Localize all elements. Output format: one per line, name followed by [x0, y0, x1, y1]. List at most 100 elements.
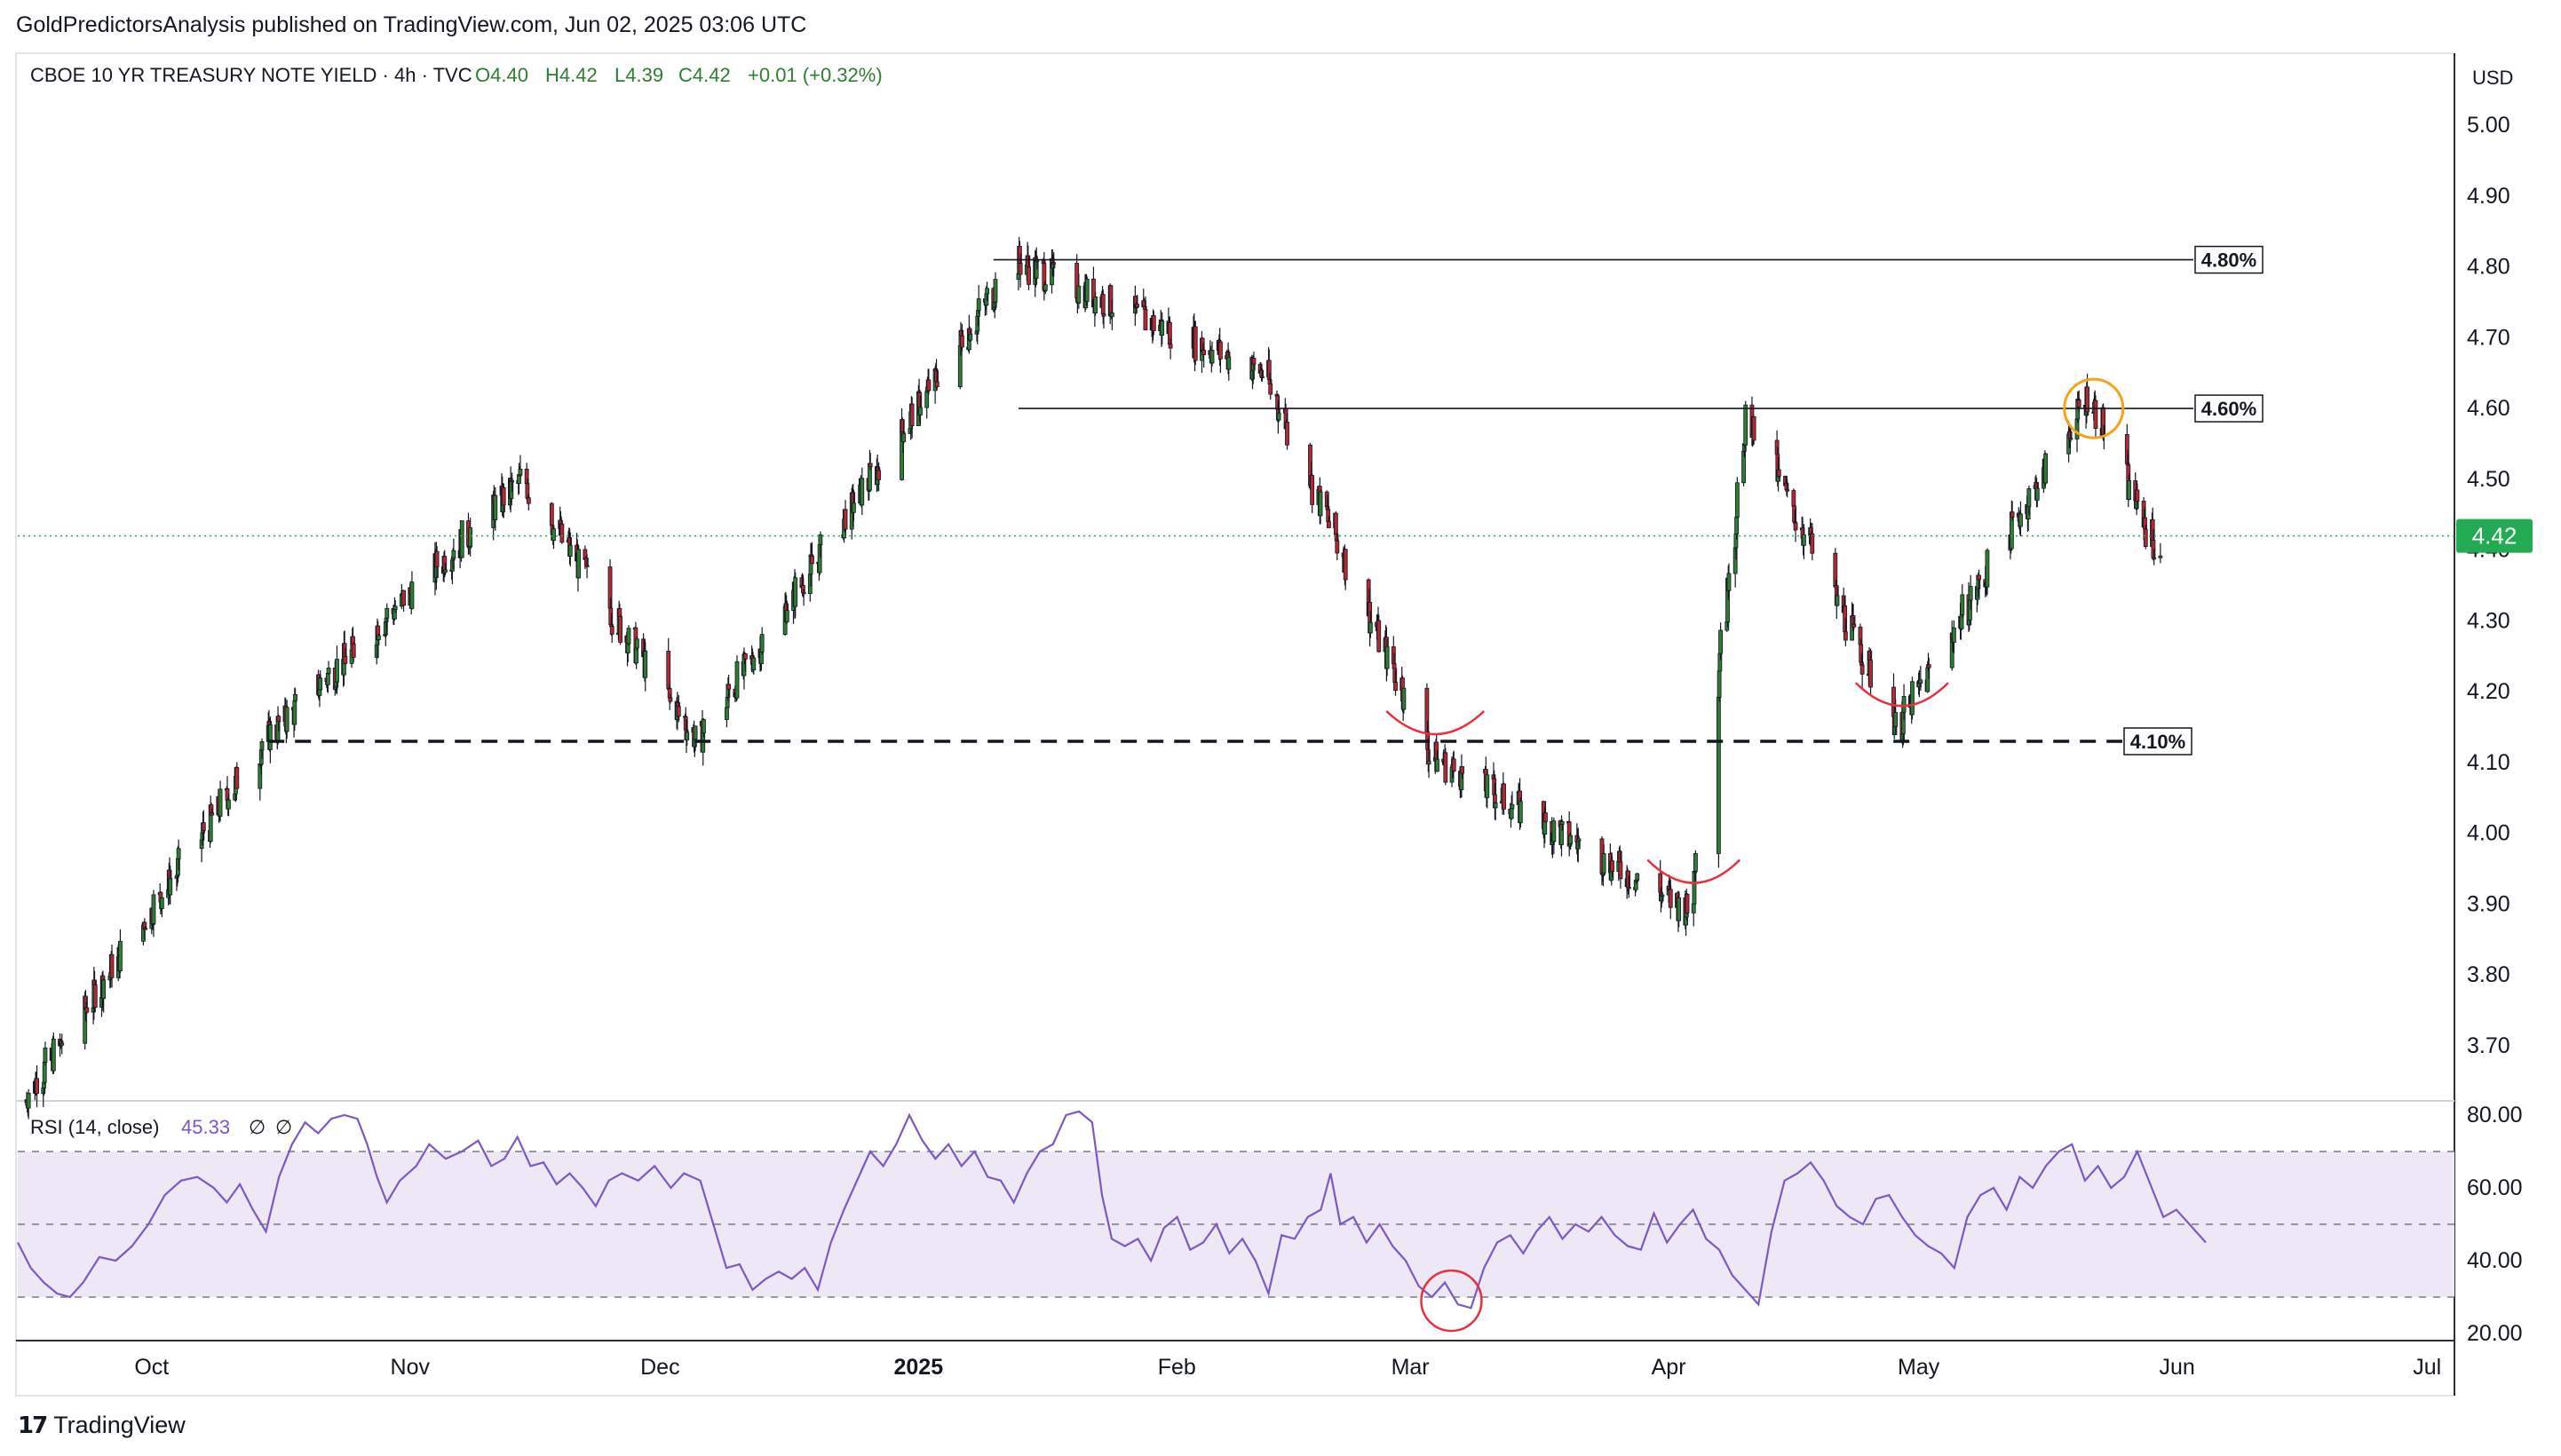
candle-down: [1926, 664, 1931, 669]
candle-up: [2034, 487, 2040, 501]
candle-down: [234, 767, 240, 789]
bottom-arc: [1646, 859, 1741, 884]
candle-down: [2010, 511, 2015, 518]
candle-up: [335, 659, 339, 683]
candle-down: [1376, 620, 1382, 653]
candle-down: [401, 590, 406, 606]
candle-up: [151, 894, 156, 924]
rsi-pane[interactable]: [17, 1110, 2454, 1333]
candle-up: [976, 310, 980, 317]
candle-down: [351, 644, 356, 658]
candle-up: [985, 288, 989, 295]
candle-up: [1677, 897, 1682, 922]
candle-down: [1143, 309, 1148, 331]
candle-down: [876, 466, 881, 471]
candle-down: [1443, 752, 1448, 783]
candle-down: [1018, 263, 1023, 275]
candle-up: [2026, 506, 2031, 519]
candle-up: [1567, 843, 1573, 847]
candle-down: [1100, 294, 1106, 315]
candle-up: [1718, 629, 1723, 654]
candle-up: [1900, 711, 1906, 734]
candle-up: [468, 527, 473, 548]
candle-down: [1218, 341, 1223, 360]
candle-up: [725, 697, 730, 708]
candle-up: [1559, 824, 1564, 845]
rsi-tick-label: 60.00: [2467, 1175, 2523, 1200]
candle-up: [818, 534, 823, 546]
candle-up: [1734, 482, 1740, 518]
candle-up: [392, 609, 397, 620]
candle-up: [450, 559, 455, 572]
candle-up: [1725, 621, 1730, 631]
candle-up: [1968, 599, 1972, 621]
time-tick-label: Nov: [391, 1355, 431, 1380]
candle-down: [1325, 506, 1330, 510]
candle-down: [1101, 313, 1106, 317]
rsi-value: 45.33: [181, 1116, 230, 1138]
candle-down: [668, 697, 673, 702]
candle-up: [1726, 573, 1732, 591]
candle-up: [267, 724, 273, 750]
price-pane[interactable]: 4.80% 4.60% 4.10%: [18, 236, 2454, 1120]
candle-up: [493, 495, 498, 520]
candle-down: [1492, 778, 1497, 795]
candle-down: [1891, 686, 1896, 717]
rsi-tick-label: 40.00: [2467, 1248, 2523, 1273]
candle-down: [742, 653, 748, 660]
bottom-arc: [1855, 682, 1949, 708]
candle-down: [1151, 315, 1156, 331]
candle-down: [1867, 650, 1873, 661]
candle-up: [734, 661, 740, 699]
candle-down: [2150, 519, 2155, 541]
candle-up: [118, 940, 123, 972]
candle-up: [1968, 586, 1973, 601]
candle-down: [584, 565, 590, 567]
candle-down: [1392, 668, 1398, 684]
candle-up: [634, 647, 639, 664]
time-tick-label: Dec: [640, 1355, 679, 1380]
candle-down: [1326, 509, 1331, 522]
candle-up: [2158, 555, 2163, 558]
price-tick-label: 4.30: [2467, 608, 2510, 633]
level-label: 4.60%: [2201, 398, 2256, 420]
candle-down: [666, 651, 671, 689]
candle-down: [1327, 521, 1331, 528]
candle-up: [1034, 259, 1039, 279]
candle-down: [2076, 400, 2081, 408]
candle-up: [1633, 880, 1638, 890]
candle-up: [918, 407, 923, 415]
candle-down: [2135, 489, 2140, 502]
footer-brand[interactable]: 𝟭𝟳 TradingView: [18, 1412, 186, 1439]
level-label: 4.10%: [2130, 731, 2185, 753]
highlight-circle: [2063, 377, 2125, 439]
candle-up: [993, 279, 998, 303]
candle-up: [1901, 696, 1907, 713]
candle-down: [868, 463, 873, 467]
candle-up: [159, 897, 164, 909]
candle-down: [800, 585, 805, 593]
candle-up: [1250, 369, 1255, 380]
candle-up: [233, 793, 238, 801]
last-price-tag-label: 4.42: [2472, 523, 2517, 550]
candle-up: [685, 732, 690, 740]
candle-up: [1893, 712, 1899, 727]
candle-down: [1843, 631, 1848, 641]
candle-up: [1426, 760, 1431, 765]
candle-down: [2143, 517, 2147, 530]
candle-up: [984, 293, 989, 306]
candle-up: [1985, 550, 1990, 588]
candle-up: [176, 858, 180, 876]
candle-up: [42, 1081, 46, 1088]
candle-up: [1368, 621, 1373, 634]
candle-down: [810, 556, 814, 565]
candle-up: [1892, 725, 1898, 735]
candle-up: [702, 719, 706, 733]
candle-up: [901, 432, 907, 442]
candle-down: [1168, 344, 1173, 349]
candle-up: [226, 799, 231, 810]
candle-up: [1967, 619, 1972, 626]
candle-up: [2009, 511, 2014, 550]
candle-up: [759, 651, 764, 664]
